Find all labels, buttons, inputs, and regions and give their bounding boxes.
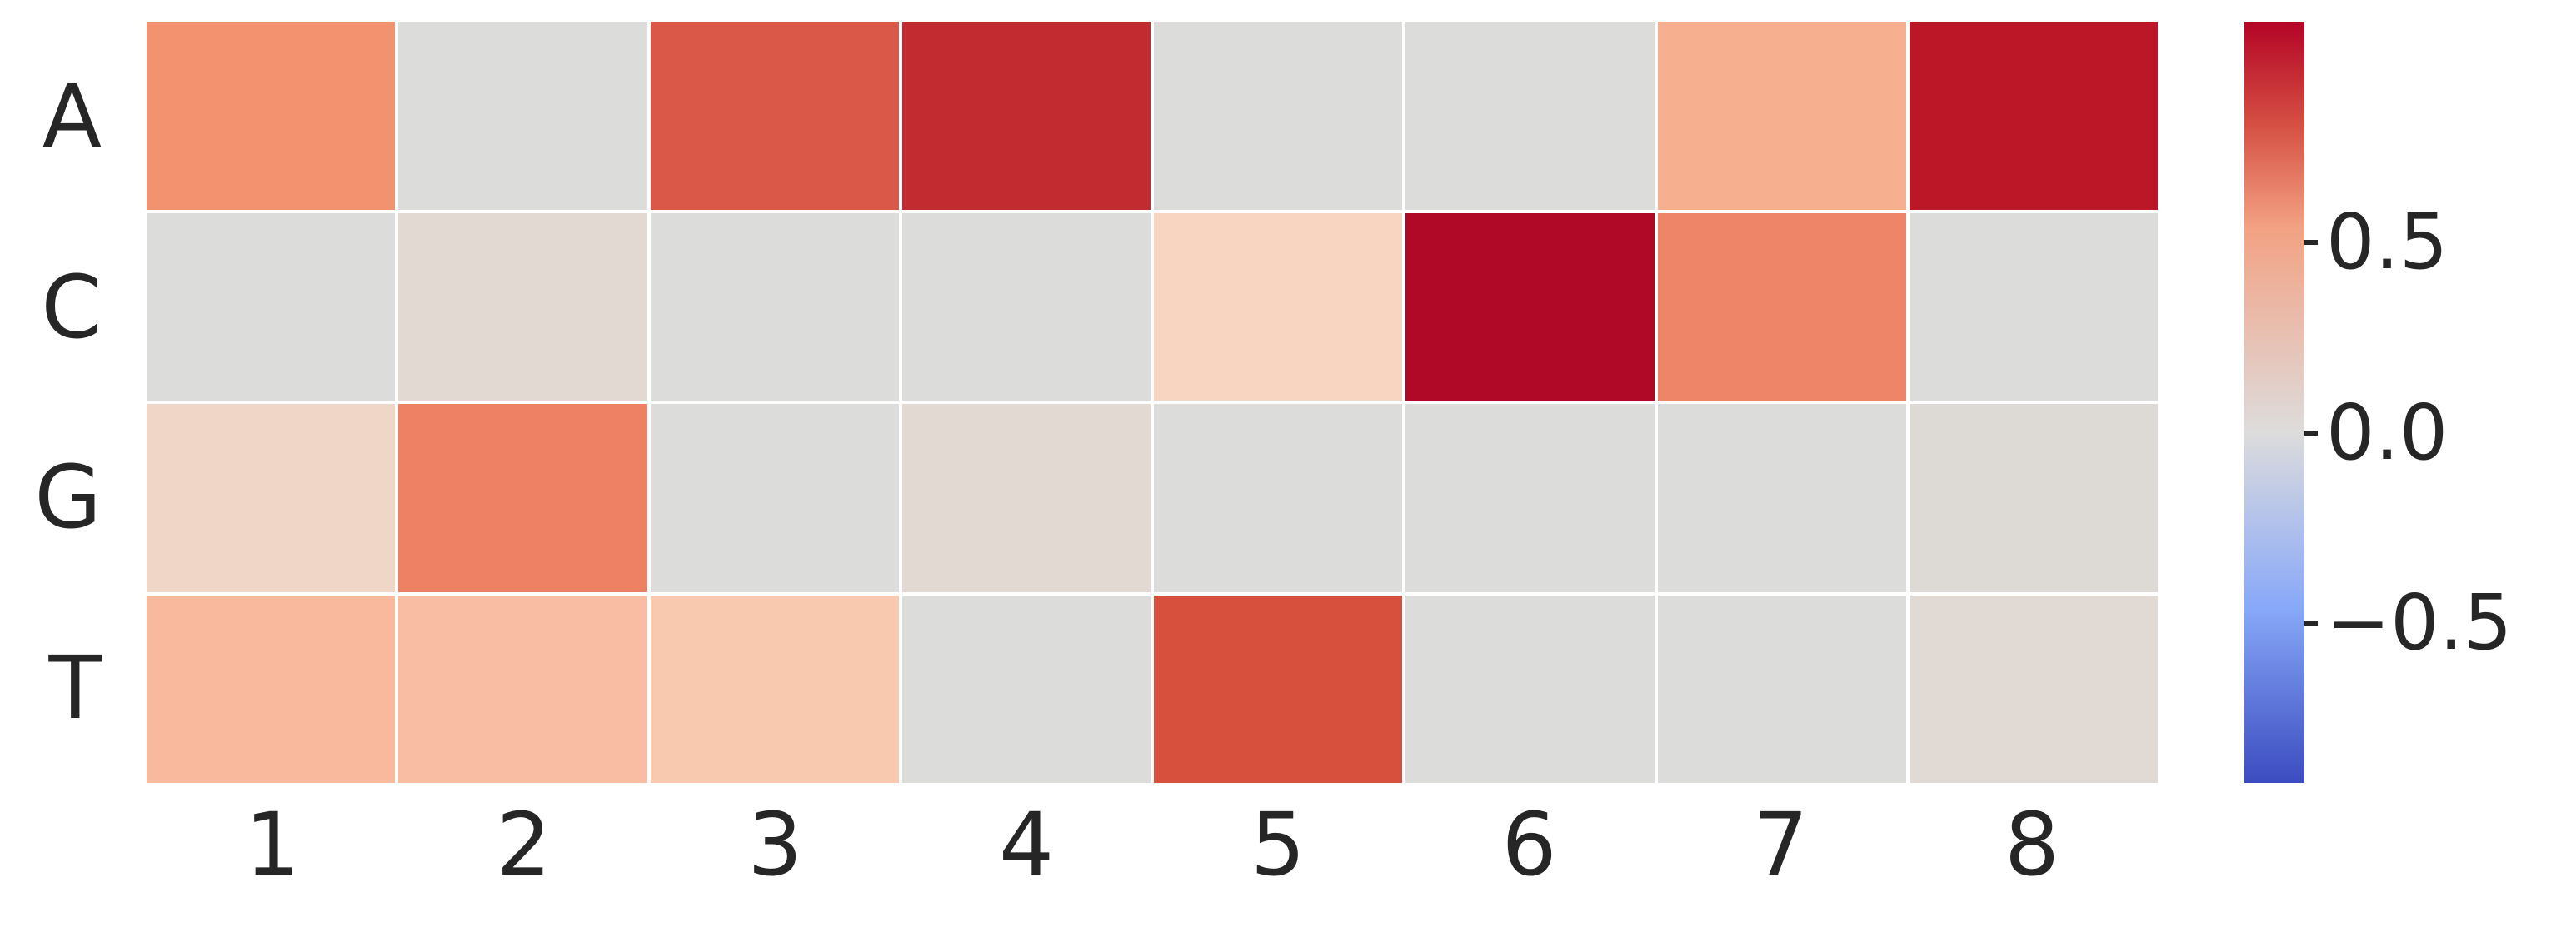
heatmap-cell [901,212,1151,401]
heatmap-cell [1657,212,1906,401]
colorbar-tick-label: −0.5 [2326,578,2513,668]
heatmap-cell [1154,404,1403,592]
colorbar-tick-mark [2304,621,2318,626]
x-axis-label: 4 [999,794,1055,895]
heatmap-cell [147,212,396,401]
heatmap-cell [398,404,647,592]
heatmap-cell [650,212,899,401]
heatmap-cell [901,404,1151,592]
heatmap-cell [147,595,396,783]
x-axis-label: 3 [747,794,803,895]
colorbar-tick: 0.0 [2304,387,2449,477]
x-axis-label: 5 [1250,794,1305,895]
heatmap-cell [1657,22,1906,210]
heatmap-cell [1405,404,1655,592]
colorbar-tick-mark [2304,430,2318,436]
x-axis-label: 1 [244,794,300,895]
heatmap-cell [1154,595,1403,783]
heatmap-cell [147,404,396,592]
heatmap-cell [901,595,1151,783]
colorbar-tick-label: 0.5 [2326,197,2449,287]
colorbar-tick-label: 0.0 [2326,387,2449,477]
heatmap-cell [398,212,647,401]
colorbar-ticks: 0.5 0.0 −0.5 [2304,22,2571,783]
x-axis-label: 6 [1501,794,1557,895]
heatmap-grid [147,22,2158,783]
heatmap-cell [1405,212,1655,401]
heatmap-cell [1909,212,2158,401]
heatmap-cell [1909,404,2158,592]
y-axis-label: T [48,636,102,739]
colorbar [2244,22,2304,783]
x-axis-label: 2 [496,794,552,895]
heatmap-cell [1909,22,2158,210]
heatmap-cell [147,22,396,210]
heatmap-cell [1154,22,1403,210]
heatmap-cell [1657,595,1906,783]
heatmap-cell [398,22,647,210]
heatmap-cell [1405,22,1655,210]
colorbar-tick-mark [2304,240,2318,246]
y-axis-label: A [42,66,102,168]
x-axis: 1 2 3 4 5 6 7 8 [147,793,2158,897]
x-axis-label: 8 [2004,794,2060,895]
x-axis-label: 7 [1753,794,1809,895]
heatmap-cell [1405,595,1655,783]
heatmap-cell [650,404,899,592]
heatmap-cell [1909,595,2158,783]
heatmap-cell [650,595,899,783]
y-axis-label: G [34,446,102,549]
heatmap-cell [901,22,1151,210]
heatmap-cell [1657,404,1906,592]
y-axis-label: C [41,256,102,358]
heatmap-cell [650,22,899,210]
colorbar-tick: −0.5 [2304,585,2512,661]
colorbar-tick: 0.5 [2304,204,2448,281]
heatmap-cell [398,595,647,783]
heatmap-cell [1154,212,1403,401]
